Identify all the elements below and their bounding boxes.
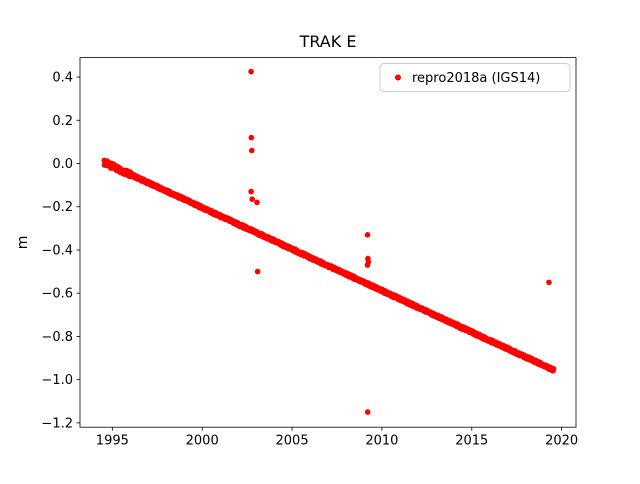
data-point: [249, 196, 255, 202]
x-tick-label: 2020: [545, 434, 578, 449]
x-tick-label: 1995: [96, 434, 129, 449]
legend-box: [379, 63, 571, 92]
y-tick-label: 0.0: [52, 157, 73, 172]
data-point: [248, 68, 254, 75]
x-tick-label: 2000: [186, 434, 219, 449]
y-tick-label: −1.2: [41, 416, 73, 431]
y-tick-label: 0.2: [52, 114, 73, 129]
data-point: [254, 199, 260, 206]
main-series-points: [101, 157, 557, 374]
data-point: [254, 268, 261, 275]
data-point: [364, 409, 371, 415]
y-tick-label: −0.2: [41, 200, 73, 215]
legend-marker-dot: [395, 74, 401, 81]
x-tick-label: 2015: [455, 434, 488, 449]
y-tick-label: −0.6: [41, 287, 73, 302]
y-tick-label: −0.4: [41, 243, 73, 258]
y-tick-label: −0.8: [41, 330, 73, 345]
y-tick-label: −1.0: [41, 373, 73, 388]
data-point: [546, 279, 552, 286]
y-tick-label: 0.4: [52, 71, 73, 86]
y-axis-label: m: [15, 236, 31, 250]
legend-label: repro2018a (IGS14): [412, 71, 540, 86]
x-tick-label: 2010: [365, 434, 398, 449]
axis-ticks-layer: 1995 2000 2005 2010 2015 2020 0.4 0.2 0.0 −0.2 −0.…: [41, 71, 578, 449]
data-point: [364, 262, 371, 268]
data-point: [248, 134, 255, 141]
data-point: [249, 147, 255, 154]
data-points-layer: [101, 68, 557, 415]
legend: repro2018a (IGS14): [379, 63, 571, 92]
outlier-points: [248, 68, 552, 415]
chart-title: TRAK E: [299, 32, 357, 51]
axes-frame: [79, 57, 577, 428]
x-tick-label: 2005: [276, 434, 309, 449]
data-point: [248, 188, 254, 195]
data-point: [364, 232, 371, 238]
